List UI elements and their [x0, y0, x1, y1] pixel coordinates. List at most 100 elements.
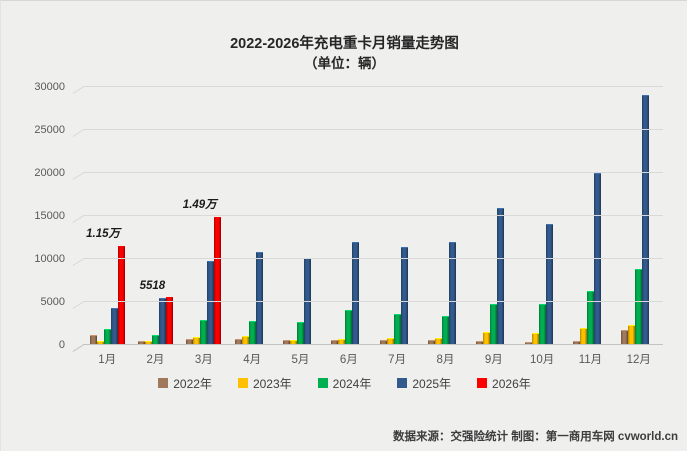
legend-item-2026年: 2026年 [477, 375, 531, 392]
gridline [83, 128, 663, 130]
legend-swatch-icon [317, 378, 328, 389]
legend-label: 2022年 [173, 376, 212, 391]
bar-groups: 1.15万 5518 1.49万 [83, 87, 663, 345]
bar-2024年-10月 [538, 304, 546, 345]
month-group-8月 [421, 87, 469, 345]
month-group-1月: 1.15万 [83, 87, 131, 345]
bar-2024年-12月 [635, 269, 643, 345]
data-label-2月: 5518 [139, 280, 166, 293]
bar-2025年-10月 [545, 223, 553, 345]
bar-2024年-8月 [441, 316, 449, 345]
chart-title: 2022-2026年充电重卡月销量走势图 [230, 36, 459, 52]
month-group-9月 [470, 87, 518, 345]
x-tick-label-3月: 3月 [194, 353, 213, 366]
legend-label: 2024年 [332, 376, 372, 391]
y-tick-label: 30000 [34, 80, 65, 93]
legend-swatch-icon [477, 378, 488, 389]
y-tick-label: 25000 [34, 123, 65, 136]
bar-2024年-2月 [151, 335, 159, 345]
legend-item-2024年: 2024年 [317, 375, 372, 392]
y-tick-label: 15000 [34, 209, 65, 222]
title-block: 2022-2026年充电重卡月销量走势图 （单位：辆） [1, 35, 687, 73]
legend-swatch-icon [397, 378, 408, 389]
y-tick-label: 0 [58, 338, 65, 351]
bar-2023年-12月 [628, 325, 636, 345]
x-tick-label-4月: 4月 [243, 353, 262, 366]
legend-label: 2025年 [412, 376, 452, 391]
month-group-11月 [566, 87, 614, 345]
month-group-7月 [373, 87, 421, 345]
bar-2023年-10月 [531, 333, 539, 345]
y-tick-label: 5000 [40, 295, 65, 308]
bar-2022年-8月 [427, 340, 435, 345]
bar-2024年-6月 [345, 309, 353, 345]
bar-2022年-3月 [186, 338, 194, 345]
chart-subtitle: （单位：辆） [304, 55, 385, 71]
x-tick-label-9月: 9月 [484, 353, 503, 366]
bar-2022年-5月 [282, 340, 290, 345]
bar-2025年-2月 [158, 298, 166, 345]
bar-2025年-1月 [110, 307, 118, 345]
bar-2025年-7月 [400, 246, 408, 345]
data-label-1月: 1.15万 [86, 227, 121, 240]
bar-2023年-6月 [338, 339, 346, 345]
x-tick-label-2月: 2月 [146, 353, 165, 366]
x-axis: 1月 2月 3月 4月 5月 6月 7月 8月 9月 10月 11月 12月 [83, 349, 663, 367]
bar-2024年-5月 [296, 321, 304, 345]
plot-area: 1.15万 5518 1.49万 [83, 85, 663, 345]
gridline [83, 171, 663, 173]
x-tick-label-6月: 6月 [339, 353, 358, 366]
bar-2025年-6月 [352, 241, 360, 345]
bar-2022年-7月 [379, 340, 387, 345]
month-group-5月 [276, 87, 324, 345]
bar-2022年-1月 [89, 334, 97, 345]
bar-2022年-12月 [621, 330, 629, 345]
month-group-2月: 5518 [131, 87, 179, 345]
bar-2023年-11月 [579, 328, 587, 345]
x-tick-label-1月: 1月 [98, 353, 117, 366]
bar-2025年-4月 [255, 251, 263, 345]
month-group-3月: 1.49万 [180, 87, 228, 345]
bar-2026年-2月 [165, 297, 173, 345]
gridline [83, 85, 663, 87]
x-tick-label-7月: 7月 [388, 353, 407, 366]
bar-2023年-8月 [434, 337, 442, 345]
legend-item-2025年: 2025年 [397, 375, 451, 392]
gridline [83, 300, 663, 302]
month-group-4月 [228, 87, 276, 345]
x-tick-label-11月: 11月 [578, 353, 603, 366]
x-tick-label-10月: 10月 [529, 353, 555, 366]
bar-2024年-9月 [490, 303, 498, 345]
month-group-6月 [325, 87, 373, 345]
bar-2025年-11月 [593, 172, 601, 345]
bar-2024年-4月 [248, 320, 256, 345]
bar-2026年-1月 [117, 245, 125, 345]
x-tick-label-8月: 8月 [436, 353, 455, 366]
legend-item-2022年: 2022年 [158, 375, 212, 392]
bar-2022年-4月 [234, 339, 242, 345]
chart-area: 0 5000 10000 15000 20000 25000 30000 1.15万 5518… [1, 81, 687, 351]
bar-2024年-3月 [200, 320, 208, 345]
bar-2023年-7月 [386, 337, 394, 345]
data-label-3月: 1.49万 [182, 198, 217, 211]
legend-swatch-icon [237, 378, 248, 389]
x-tick-label-5月: 5月 [291, 353, 310, 366]
legend-swatch-icon [158, 378, 169, 389]
bar-2023年-9月 [483, 332, 491, 345]
bar-2025年-3月 [207, 260, 215, 345]
gridline [83, 257, 663, 259]
bar-2023年-3月 [193, 336, 201, 345]
bar-2022年-6月 [331, 340, 339, 345]
legend-label: 2023年 [252, 376, 292, 391]
bar-2023年-4月 [241, 336, 249, 345]
bar-2025年-9月 [497, 208, 505, 345]
y-tick-label: 10000 [34, 252, 65, 265]
month-group-10月 [518, 87, 566, 345]
bar-2024年-7月 [393, 313, 401, 345]
legend-item-2023年: 2023年 [237, 375, 292, 392]
bar-2026年-3月 [214, 216, 222, 345]
bar-2025年-12月 [642, 94, 650, 345]
gridline [83, 214, 663, 216]
footer-credit: 数据来源：交强险统计 制图：第一商用车网 cvworld.cn [393, 431, 678, 443]
